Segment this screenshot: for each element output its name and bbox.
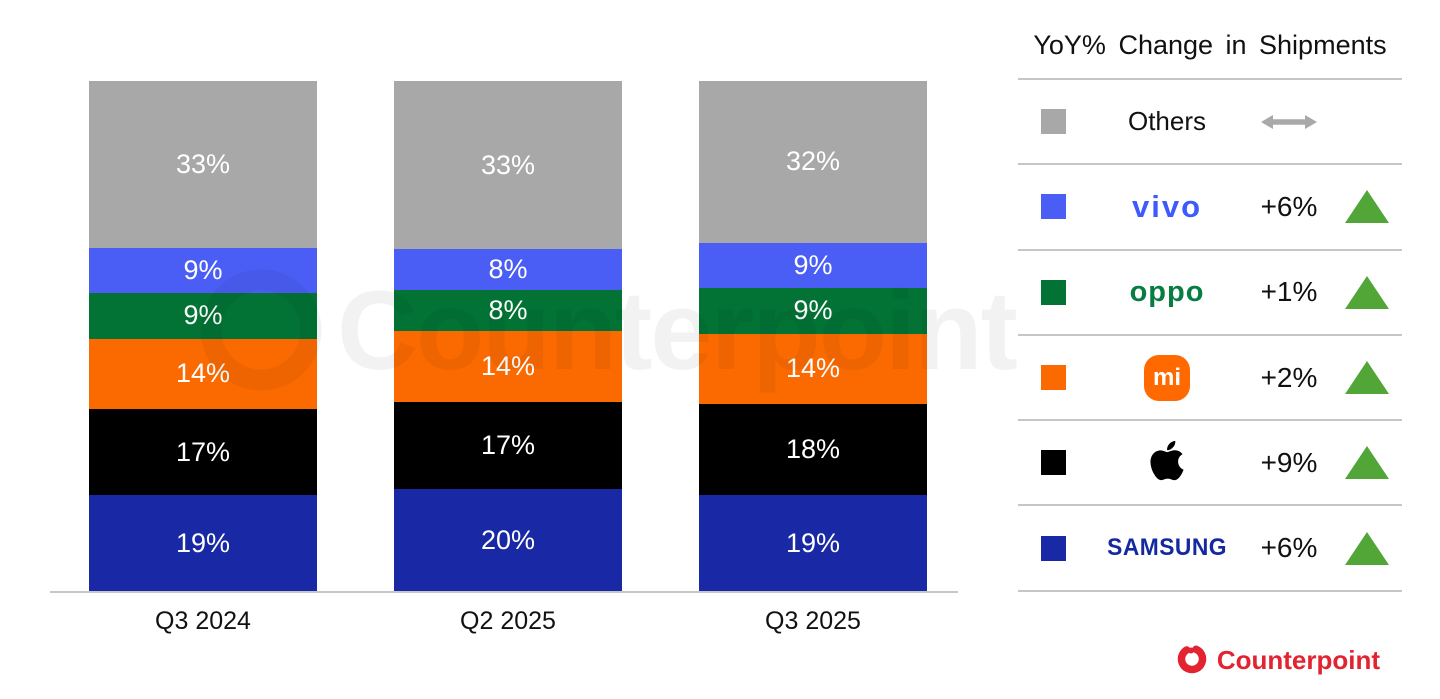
counterpoint-logo-icon <box>1177 641 1208 679</box>
bar-segment-xiaomi: 14% <box>89 338 317 410</box>
legend-row-vivo: vivo +6% <box>1018 165 1402 251</box>
up-triangle-icon <box>1345 361 1389 395</box>
bar-segment-oppo: 9% <box>89 293 317 339</box>
legend-row-others: Others <box>1018 80 1402 166</box>
bar-segment-oppo: 8% <box>394 290 622 331</box>
bar-segment-value-label: 9% <box>183 255 223 286</box>
apple-change-value: +9% <box>1260 446 1318 478</box>
bar-segment-apple: 17% <box>394 402 622 489</box>
bar-segment-apple: 17% <box>89 409 317 496</box>
apple-logo-icon <box>1150 438 1184 488</box>
bar-segment-value-label: 8% <box>488 295 528 326</box>
bar-segment-samsung: 19% <box>699 495 927 591</box>
bar-segment-others: 32% <box>699 81 927 243</box>
vivo-change-value: +6% <box>1260 190 1318 222</box>
legend-swatch-others <box>1040 109 1066 135</box>
x-axis-label-q3-2024: Q3 2024 <box>155 607 251 635</box>
bar-segment-oppo: 9% <box>699 288 927 334</box>
bar-segment-others: 33% <box>89 81 317 248</box>
samsung-logo: SAMSUNG <box>1107 534 1227 562</box>
bar-segment-samsung: 19% <box>89 495 317 591</box>
counterpoint-brand: Counterpoint <box>1177 641 1380 679</box>
bar-segment-samsung: 20% <box>394 489 622 591</box>
legend-swatch-samsung <box>1040 535 1066 561</box>
stacked-bar-q3-2024: 33% 9% 9% 14% 17% 19% <box>89 81 317 591</box>
bar-segment-value-label: 9% <box>793 295 833 326</box>
bar-segment-value-label: 19% <box>785 527 841 558</box>
flat-arrow-icon <box>1260 112 1318 132</box>
bar-segment-value-label: 33% <box>175 149 231 180</box>
bar-segment-value-label: 8% <box>488 254 528 285</box>
bar-segment-apple: 18% <box>699 404 927 496</box>
stacked-bar-q3-2025: 32% 9% 9% 14% 18% 19% <box>699 81 927 591</box>
counterpoint-logo-text: Counterpoint <box>1216 644 1380 675</box>
oppo-logo: oppo <box>1129 275 1205 308</box>
bar-segment-xiaomi: 14% <box>394 330 622 403</box>
bar-segment-value-label: 17% <box>480 430 536 461</box>
bar-segment-vivo: 9% <box>89 247 317 294</box>
bar-segment-value-label: 9% <box>183 300 223 331</box>
xiaomi-change-value: +2% <box>1260 361 1318 393</box>
x-axis-label-q3-2025: Q3 2025 <box>765 607 861 635</box>
stacked-bar-q2-2025: 33% 8% 8% 14% 17% 20% <box>394 81 622 591</box>
up-triangle-icon <box>1345 275 1389 309</box>
vivo-logo: vivo <box>1131 188 1203 224</box>
up-triangle-icon <box>1345 446 1389 480</box>
legend-row-oppo: oppo +1% <box>1018 251 1402 336</box>
up-triangle-icon <box>1345 531 1389 565</box>
bar-segment-xiaomi: 14% <box>699 333 927 405</box>
legend-title: YoY% Change in Shipments <box>1018 0 1402 80</box>
bar-segment-value-label: 14% <box>480 351 536 382</box>
legend-swatch-vivo <box>1040 194 1066 220</box>
legend-row-apple: +9% <box>1018 421 1402 507</box>
legend-row-xiaomi: mi +2% <box>1018 336 1402 422</box>
bar-segment-value-label: 32% <box>785 146 841 177</box>
samsung-change-value: +6% <box>1260 532 1318 564</box>
legend-panel: YoY% Change in Shipments Others vivo +6%… <box>1018 0 1402 592</box>
x-axis-label-q2-2025: Q2 2025 <box>460 607 556 635</box>
bar-segment-vivo: 8% <box>394 249 622 291</box>
bar-segment-value-label: 14% <box>785 353 841 384</box>
legend-brand-others: Others <box>1127 106 1207 137</box>
bar-segment-vivo: 9% <box>699 242 927 289</box>
legend-swatch-oppo <box>1040 279 1066 305</box>
legend-swatch-xiaomi <box>1040 365 1066 391</box>
x-axis-line <box>50 591 958 593</box>
up-triangle-icon <box>1345 190 1389 224</box>
xiaomi-mi-logo: mi <box>1144 354 1190 401</box>
bar-segment-value-label: 20% <box>480 524 536 555</box>
bar-segment-value-label: 17% <box>175 436 231 467</box>
bar-segment-value-label: 18% <box>785 434 841 465</box>
mi-logo-text: mi <box>1152 363 1181 391</box>
bar-segment-value-label: 14% <box>175 358 231 389</box>
bar-segment-value-label: 9% <box>793 249 833 280</box>
legend-row-samsung: SAMSUNG +6% <box>1018 506 1402 592</box>
legend-swatch-apple <box>1040 450 1066 476</box>
bar-segment-value-label: 19% <box>175 527 231 558</box>
oppo-change-value: +1% <box>1260 276 1318 308</box>
bar-segment-others: 33% <box>394 81 622 250</box>
bar-segment-value-label: 33% <box>480 149 536 180</box>
